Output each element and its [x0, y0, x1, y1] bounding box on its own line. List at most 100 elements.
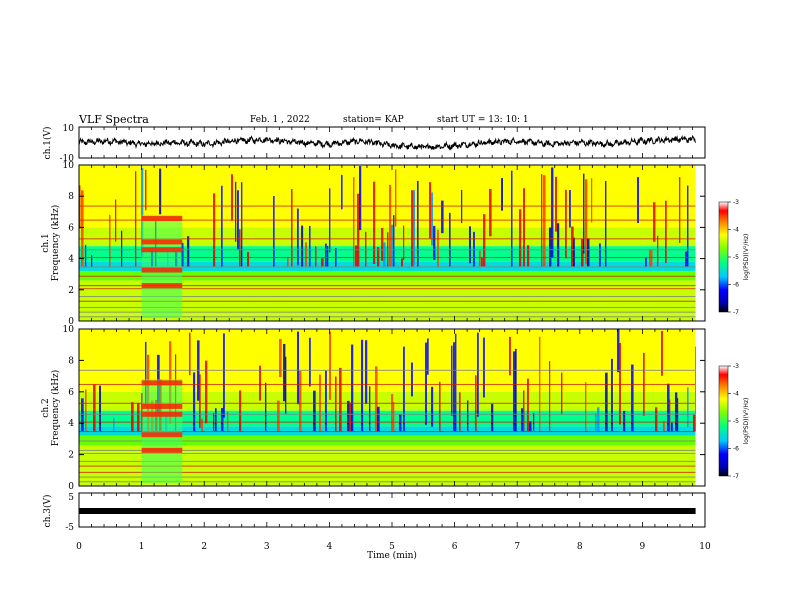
- spectrogram-line: [79, 421, 696, 423]
- spectrogram-streak: [359, 166, 362, 231]
- spectrogram-streak: [373, 181, 376, 264]
- ch3-ytick-top: 5: [68, 493, 74, 503]
- spectrogram-streak: [305, 242, 308, 267]
- spectrogram-streak: [357, 193, 360, 267]
- spectrogram-streak: [597, 407, 600, 432]
- spectrogram-streak: [283, 343, 286, 402]
- ch3-waveform-band: [79, 508, 696, 514]
- spectrogram-line: [79, 402, 696, 404]
- spectrogram-band: [79, 329, 696, 369]
- ch1-spectrogram-ylabel-ch: ch.1: [41, 233, 51, 252]
- spectrogram-streak: [631, 364, 634, 432]
- spectrogram-streak: [599, 243, 601, 267]
- spectrogram-burst-line: [141, 216, 183, 222]
- spectrogram-streak: [425, 342, 427, 425]
- ch1-spectrogram-ytick-label: 6: [68, 223, 74, 233]
- spectrogram-streak: [401, 258, 403, 267]
- spectrogram-streak: [341, 174, 343, 210]
- spectrogram-streak: [433, 225, 436, 260]
- spectrogram-streak: [79, 185, 81, 229]
- spectrogram-streak: [223, 333, 225, 418]
- ch1-spectrogram-panel: 0 2 4 6 8 10 ch.1 Frequency (kHz): [41, 161, 706, 327]
- spectrogram-streak: [189, 332, 191, 376]
- spectrogram-streak: [417, 180, 419, 267]
- time-ticks: 0 1 2 3 4 5 6 7 8 9 10: [76, 127, 711, 552]
- spectrogram-streak: [551, 167, 554, 258]
- spectrogram-line: [79, 219, 696, 221]
- spectrogram-streak: [85, 244, 87, 267]
- spectrogram-streak: [437, 229, 439, 267]
- spectrogram-streak: [483, 214, 486, 267]
- spectrogram-streak: [441, 200, 444, 234]
- ch1-colorbar-tick-label: -5: [733, 254, 739, 261]
- spectrogram-streak: [325, 370, 327, 432]
- spectrogram-line: [79, 300, 696, 302]
- spectrogram-streak: [481, 257, 483, 267]
- spectrogram-streak: [479, 250, 481, 267]
- spectrogram-streak: [309, 225, 311, 267]
- spectrogram-band: [79, 479, 696, 486]
- spectrogram-burst: [141, 214, 183, 318]
- ch2-spectrogram-ytick-label: 2: [68, 451, 74, 461]
- spectrogram-streak: [413, 190, 415, 265]
- x-axis-label: Time (min): [367, 550, 417, 561]
- spectrogram-streak: [527, 245, 530, 267]
- spectrogram-burst-line: [141, 247, 183, 253]
- spectrogram-streak: [519, 209, 522, 267]
- spectrogram-streak: [451, 345, 453, 416]
- spectrogram-line: [79, 311, 696, 313]
- spectrogram-streak: [145, 169, 147, 211]
- spectrogram-band: [79, 368, 696, 392]
- spectrogram-streak: [403, 225, 405, 260]
- spectrogram-streak: [221, 408, 224, 432]
- spectrogram-streak: [131, 402, 134, 432]
- spectrogram-line: [79, 465, 696, 467]
- spectrogram-streak: [523, 188, 525, 267]
- spectrogram-streak: [569, 190, 571, 228]
- spectrogram-streak: [351, 344, 354, 432]
- ch3-ytick-bottom: -5: [65, 523, 74, 533]
- spectrogram-streak: [369, 386, 371, 432]
- x-tick-label: 5: [389, 542, 395, 552]
- spectrogram-streak: [693, 414, 696, 432]
- ch2-spectrogram-ytick-label: 4: [68, 419, 74, 429]
- spectrogram-burst-line: [141, 283, 183, 289]
- spectrogram-band: [79, 305, 696, 315]
- spectrogram-streak: [557, 223, 560, 267]
- spectrogram-line: [79, 383, 696, 385]
- ch2-spectrogram-ytick-label: 0: [68, 482, 74, 492]
- spectrogram-empty: [695, 165, 705, 321]
- ch2-colorbar-tick-label: -6: [733, 446, 739, 453]
- spectrogram-streak: [365, 340, 368, 404]
- spectrogram-streak: [109, 214, 111, 267]
- start-time-label: start UT = 13: 10: 1: [437, 115, 529, 125]
- ch1-ytick-bottom: -10: [60, 154, 75, 164]
- spectrogram-streak: [449, 212, 451, 267]
- spectrogram-streak: [549, 227, 552, 267]
- spectrogram-streak: [273, 195, 275, 267]
- spectrogram-line: [79, 285, 696, 287]
- spectrogram-line: [79, 205, 696, 207]
- spectrogram-streak: [483, 337, 485, 398]
- spectrogram-streak: [99, 385, 102, 432]
- ch1-colorbar-tick-label: -4: [733, 227, 739, 234]
- spectrogram-streak: [141, 167, 144, 257]
- spectrogram-streak: [297, 331, 300, 405]
- spectrogram-streak: [121, 230, 123, 267]
- spectrogram-burst-line: [141, 447, 183, 453]
- ch2-spectrogram-ytick-label: 6: [68, 388, 74, 398]
- spectrogram-line: [79, 449, 696, 451]
- ch1-spectrogram-ytick-label: 8: [68, 192, 74, 202]
- spectrogram-streak: [241, 182, 243, 267]
- spectrogram-streak: [623, 410, 626, 432]
- ch2-colorbar-tick-label: -7: [733, 473, 739, 480]
- spectrogram-streak: [235, 181, 237, 242]
- ch3-waveform-ylabel: ch.3(V): [42, 495, 53, 528]
- spectrogram-streak: [221, 185, 223, 267]
- spectrogram-streak: [339, 367, 342, 432]
- spectrogram-streak: [655, 407, 658, 432]
- spectrogram-streak: [279, 338, 282, 378]
- spectrogram-streak: [353, 177, 355, 267]
- x-tick-label: 7: [514, 542, 520, 552]
- spectrogram-streak: [501, 178, 504, 211]
